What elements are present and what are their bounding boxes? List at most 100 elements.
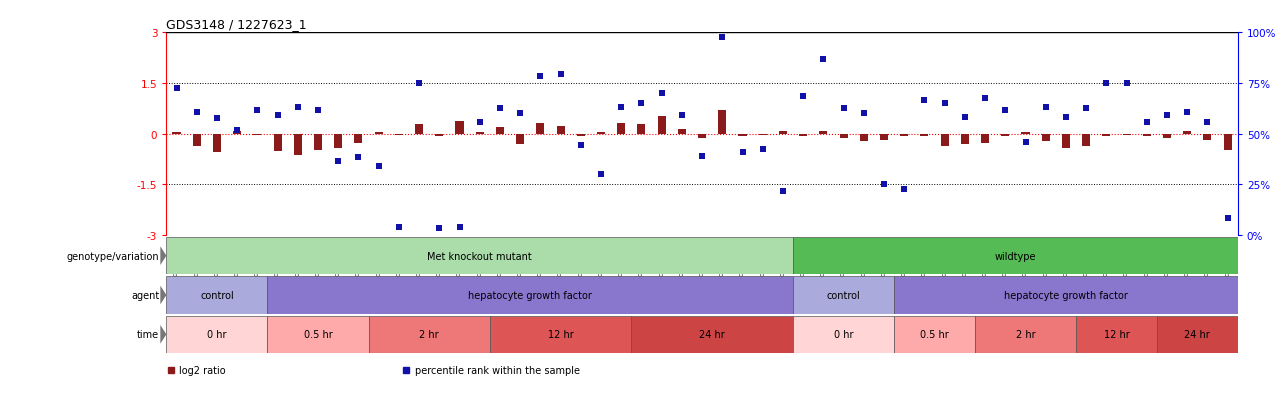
- Point: [1096, 81, 1116, 87]
- Text: 12 hr: 12 hr: [548, 330, 573, 339]
- Bar: [678, 130, 686, 134]
- Point: [288, 104, 308, 111]
- Bar: [1082, 134, 1091, 147]
- Bar: [799, 134, 808, 137]
- Bar: [1076, 316, 1157, 353]
- Point: [348, 154, 369, 161]
- Bar: [718, 111, 726, 134]
- Point: [1116, 81, 1137, 87]
- Point: [550, 72, 571, 78]
- Bar: [394, 134, 403, 135]
- Bar: [490, 316, 631, 353]
- Point: [712, 35, 732, 41]
- Bar: [860, 134, 868, 142]
- Polygon shape: [160, 286, 166, 305]
- Bar: [794, 316, 895, 353]
- Point: [813, 57, 833, 63]
- Point: [268, 112, 288, 119]
- Bar: [274, 134, 282, 152]
- Bar: [698, 134, 707, 138]
- Text: 24 hr: 24 hr: [699, 330, 724, 339]
- Point: [1076, 106, 1097, 112]
- Point: [792, 94, 813, 100]
- Bar: [166, 277, 268, 314]
- Bar: [617, 123, 625, 134]
- Point: [449, 224, 470, 230]
- Bar: [941, 134, 948, 147]
- Text: Met knockout mutant: Met knockout mutant: [428, 251, 532, 261]
- Point: [530, 74, 550, 80]
- Point: [187, 109, 207, 116]
- Bar: [355, 134, 362, 144]
- Bar: [369, 316, 490, 353]
- Bar: [658, 117, 666, 134]
- Text: hepatocyte growth factor: hepatocyte growth factor: [468, 290, 593, 300]
- Point: [611, 104, 631, 111]
- Bar: [819, 131, 827, 134]
- Bar: [1102, 134, 1111, 137]
- Text: hepatocyte growth factor: hepatocyte growth factor: [1004, 290, 1128, 300]
- Polygon shape: [160, 247, 166, 266]
- Point: [995, 107, 1015, 114]
- Bar: [637, 125, 645, 134]
- Bar: [1143, 134, 1151, 137]
- Bar: [975, 316, 1076, 353]
- Text: 0 hr: 0 hr: [833, 330, 854, 339]
- Point: [1056, 114, 1076, 121]
- Bar: [631, 316, 794, 353]
- Bar: [596, 133, 605, 134]
- Point: [914, 97, 934, 104]
- Point: [753, 146, 773, 153]
- Point: [369, 163, 389, 170]
- Point: [1197, 119, 1217, 126]
- Point: [247, 107, 268, 114]
- Point: [773, 188, 794, 195]
- Point: [854, 111, 874, 117]
- Bar: [961, 134, 969, 145]
- Point: [408, 81, 429, 87]
- Text: time: time: [137, 330, 159, 339]
- Point: [571, 143, 591, 150]
- Point: [470, 119, 490, 126]
- Text: control: control: [827, 290, 860, 300]
- Text: agent: agent: [131, 290, 159, 300]
- Text: genotype/variation: genotype/variation: [67, 251, 159, 261]
- Bar: [456, 121, 463, 134]
- Bar: [1001, 134, 1010, 137]
- Bar: [268, 277, 794, 314]
- Text: log2 ratio: log2 ratio: [179, 366, 225, 375]
- Bar: [314, 134, 323, 150]
- Bar: [739, 134, 746, 137]
- Bar: [1123, 134, 1130, 135]
- Bar: [895, 316, 975, 353]
- Point: [227, 128, 247, 134]
- Bar: [516, 134, 525, 145]
- Bar: [173, 133, 180, 134]
- Point: [1178, 109, 1198, 116]
- Text: wildtype: wildtype: [995, 251, 1036, 261]
- Bar: [536, 123, 544, 134]
- Bar: [780, 131, 787, 134]
- Point: [893, 187, 914, 193]
- Text: 0.5 hr: 0.5 hr: [303, 330, 333, 339]
- Text: 24 hr: 24 hr: [1184, 330, 1210, 339]
- Text: GDS3148 / 1227623_1: GDS3148 / 1227623_1: [166, 18, 307, 31]
- Bar: [1062, 134, 1070, 148]
- Point: [429, 225, 449, 232]
- Point: [833, 106, 854, 112]
- Bar: [495, 128, 504, 134]
- Text: percentile rank within the sample: percentile rank within the sample: [415, 366, 580, 375]
- Bar: [212, 134, 221, 153]
- Point: [955, 114, 975, 121]
- Point: [934, 101, 955, 107]
- Point: [1015, 139, 1036, 146]
- Point: [975, 95, 996, 102]
- Point: [652, 90, 672, 97]
- Bar: [166, 237, 794, 275]
- Point: [1217, 215, 1238, 222]
- Bar: [980, 134, 989, 144]
- Bar: [1021, 133, 1029, 134]
- Polygon shape: [160, 325, 166, 344]
- Point: [509, 111, 530, 117]
- Bar: [293, 134, 302, 155]
